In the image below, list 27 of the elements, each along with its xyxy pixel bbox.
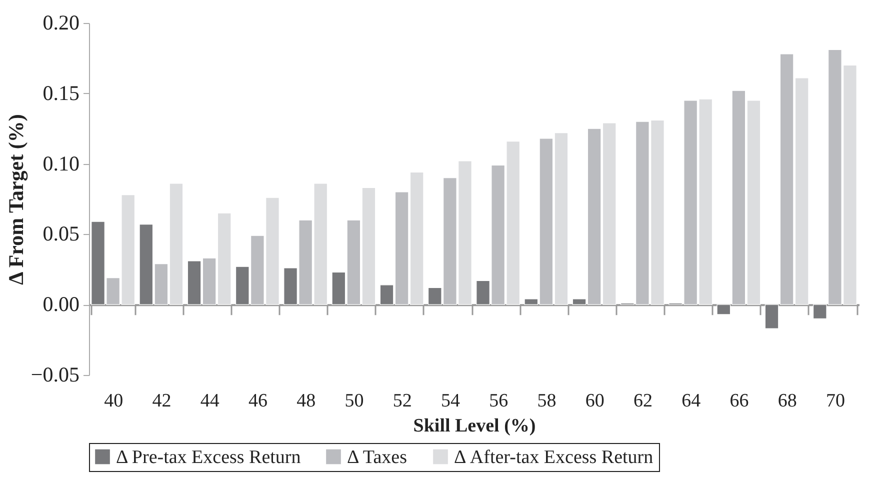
y-axis-title: Δ From Target (%) [4, 114, 28, 285]
x-axis-title: Skill Level (%) [413, 416, 536, 436]
x-tick-label: 48 [296, 390, 316, 412]
x-tick-label: 64 [682, 390, 702, 412]
x-tick-label: 44 [200, 390, 220, 412]
x-tick-label: 40 [104, 390, 124, 412]
legend-label: Δ After-tax Excess Return [454, 446, 654, 468]
x-tick-label: 42 [152, 390, 172, 412]
y-tick-label: 0.15 [42, 80, 80, 105]
y-tick-label: −0.05 [30, 362, 80, 386]
y-tick-label: 0.10 [42, 151, 80, 176]
x-tick-label: 60 [585, 390, 604, 412]
x-tick-label: 70 [826, 390, 845, 412]
x-tick-label: 56 [489, 390, 508, 412]
legend-label: Δ Taxes [347, 446, 407, 468]
y-tick-label: 0.20 [42, 10, 80, 34]
x-tick-label: 52 [392, 390, 412, 412]
x-tick-label: 68 [778, 390, 797, 412]
x-tick-label: 66 [730, 390, 749, 412]
x-tick-label: 62 [633, 390, 652, 412]
y-tick-label: 0.05 [42, 222, 80, 246]
x-tick-label: 50 [344, 390, 364, 412]
legend-label: Δ Pre-tax Excess Return [116, 446, 302, 468]
x-tick-label: 46 [248, 390, 268, 412]
x-tick-label: 58 [537, 390, 556, 412]
y-tick-label: 0.00 [42, 292, 80, 316]
x-tick-label: 54 [440, 390, 460, 412]
